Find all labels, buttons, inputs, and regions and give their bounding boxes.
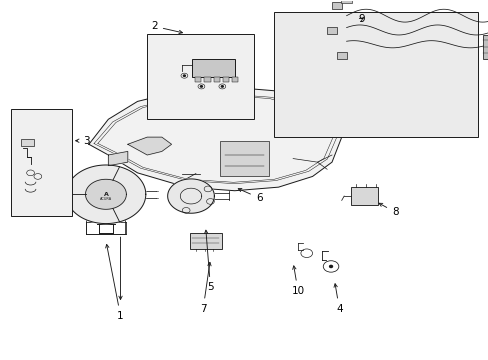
Bar (482, 35, 488, 59)
Bar (223, 77, 229, 82)
Circle shape (221, 86, 223, 87)
Bar (213, 77, 220, 82)
Polygon shape (127, 137, 171, 155)
Text: A: A (103, 192, 108, 197)
Bar (351, 187, 377, 205)
Circle shape (200, 86, 202, 87)
Bar (204, 77, 210, 82)
Text: 1: 1 (105, 244, 123, 321)
Bar (273, 12, 477, 137)
Text: 6: 6 (238, 189, 262, 203)
Text: 2: 2 (151, 21, 182, 33)
Text: 9: 9 (357, 14, 364, 24)
Circle shape (329, 265, 332, 267)
Text: 5: 5 (204, 230, 213, 292)
Bar (21, 139, 34, 146)
Bar (331, 2, 341, 9)
Polygon shape (167, 179, 214, 213)
Polygon shape (85, 179, 126, 209)
Bar (190, 233, 221, 249)
Bar (195, 77, 201, 82)
Text: 8: 8 (378, 203, 398, 217)
Text: 10: 10 (291, 266, 304, 296)
Bar (220, 141, 268, 176)
Bar (147, 33, 254, 119)
Bar (340, 0, 352, 3)
Bar (11, 109, 72, 216)
Polygon shape (108, 152, 127, 166)
Polygon shape (66, 165, 145, 224)
Circle shape (183, 75, 185, 76)
Text: ACURA: ACURA (100, 197, 112, 201)
Bar (232, 77, 238, 82)
Text: 7: 7 (200, 262, 211, 314)
Bar (336, 52, 346, 59)
Text: 3: 3 (76, 136, 90, 146)
Text: 4: 4 (333, 284, 342, 314)
Bar (191, 59, 235, 77)
Polygon shape (89, 87, 341, 191)
Bar (326, 27, 336, 33)
